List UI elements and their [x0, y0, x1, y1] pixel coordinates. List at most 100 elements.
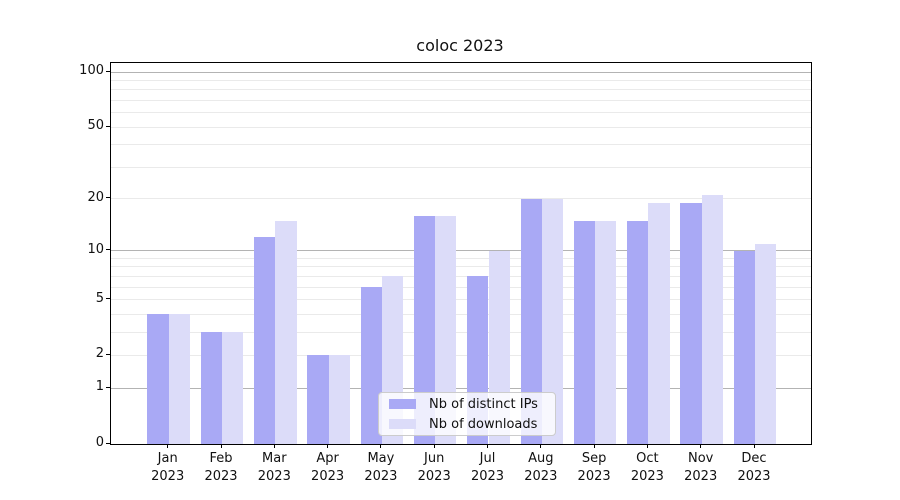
y-tick-label: 5: [95, 290, 104, 306]
bar-distinct-ips: [520, 198, 542, 444]
gridline-minor: [111, 266, 811, 268]
x-tick-mark: [433, 444, 435, 448]
y-tick-mark: [106, 249, 110, 251]
gridline-minor: [111, 126, 811, 128]
bar-distinct-ips: [733, 250, 755, 444]
bar-distinct-ips: [307, 355, 329, 444]
bar-distinct-ips: [147, 314, 169, 444]
gridline-minor: [111, 313, 811, 315]
gridline-major: [111, 250, 811, 252]
y-tick-mark: [106, 70, 110, 72]
x-tick-mark: [540, 444, 542, 448]
legend-label-distinct-ips: Nb of distinct IPs: [429, 396, 538, 412]
x-tick-year: 2023: [577, 469, 611, 484]
x-tick-label: Aug 2023: [509, 450, 573, 486]
x-tick-mark: [220, 444, 222, 448]
x-tick-year: 2023: [311, 469, 345, 484]
legend-label-downloads: Nb of downloads: [429, 416, 538, 432]
x-tick-label: Nov 2023: [669, 450, 733, 486]
bar-downloads: [275, 220, 297, 444]
gridline-minor: [111, 144, 811, 146]
x-tick-label: Dec 2023: [722, 450, 786, 486]
y-tick-mark: [106, 125, 110, 127]
y-tick-label: 10: [87, 241, 104, 257]
x-tick-mark: [273, 444, 275, 448]
x-tick-year: 2023: [737, 469, 771, 484]
x-tick-mark: [167, 444, 169, 448]
x-tick-mark: [593, 444, 595, 448]
x-tick-year: 2023: [630, 469, 664, 484]
gridline-minor: [111, 257, 811, 259]
x-tick-year: 2023: [470, 469, 505, 484]
x-tick-label: Jul 2023: [456, 450, 520, 486]
y-tick-label: 0: [95, 435, 104, 450]
y-tick-mark: [106, 353, 110, 355]
bar-distinct-ips: [254, 237, 276, 444]
gridline-major: [111, 387, 811, 389]
bar-downloads: [328, 355, 350, 444]
gridline-minor: [111, 79, 811, 81]
gridline-minor: [111, 299, 811, 301]
y-tick-label: 1: [95, 379, 104, 395]
x-tick-mark: [380, 444, 382, 448]
x-tick-label: Apr 2023: [296, 450, 360, 486]
bar-distinct-ips: [627, 220, 649, 444]
y-tick-label: 20: [87, 189, 104, 205]
x-tick-label: May 2023: [349, 450, 413, 486]
x-tick-year: 2023: [364, 469, 398, 484]
legend: Nb of distinct IPs Nb of downloads: [378, 392, 556, 436]
bar-downloads: [595, 220, 617, 444]
x-tick-label: Sep 2023: [562, 450, 626, 486]
x-tick-year: 2023: [151, 469, 185, 484]
x-tick-label: Oct 2023: [615, 450, 679, 486]
gridline-minor: [111, 286, 811, 288]
bar-distinct-ips: [680, 202, 702, 444]
bar-downloads: [755, 243, 777, 444]
bar-downloads: [168, 314, 190, 444]
bar-downloads: [701, 194, 723, 444]
y-tick-label: 50: [87, 118, 104, 134]
plot-area: [110, 62, 812, 445]
gridline-minor: [111, 275, 811, 277]
bar-downloads: [541, 198, 564, 444]
gridline-major: [111, 71, 811, 73]
y-tick-mark: [106, 386, 110, 388]
gridline-minor: [111, 112, 811, 114]
x-tick-year: 2023: [204, 469, 238, 484]
legend-item-downloads: Nb of downloads: [387, 417, 547, 432]
y-tick-mark: [106, 298, 110, 300]
bar-distinct-ips: [413, 215, 436, 444]
bar-downloads: [648, 202, 670, 444]
bar-distinct-ips: [360, 287, 382, 444]
chart-title: coloc 2023: [416, 36, 504, 55]
gridline-minor: [111, 198, 811, 200]
y-tick-mark: [106, 442, 110, 444]
x-tick-label: Mar 2023: [242, 450, 306, 486]
x-tick-mark: [327, 444, 329, 448]
legend-item-distinct-ips: Nb of distinct IPs: [387, 397, 547, 412]
bar-downloads: [435, 215, 457, 444]
x-tick-year: 2023: [524, 469, 558, 484]
x-tick-mark: [700, 444, 702, 448]
x-tick-mark: [753, 444, 755, 448]
x-tick-label: Jun 2023: [402, 450, 466, 486]
x-tick-mark: [487, 444, 488, 448]
x-tick-mark: [646, 444, 648, 448]
gridline-minor: [111, 89, 811, 91]
y-tick-mark: [106, 197, 110, 199]
x-tick-year: 2023: [417, 469, 451, 484]
gridline-minor: [111, 354, 811, 356]
x-tick-label: Jan 2023: [136, 450, 200, 486]
legend-swatch-downloads-icon: [389, 419, 416, 429]
x-tick-year: 2023: [684, 469, 718, 484]
gridline-minor: [111, 166, 811, 168]
legend-swatch-distinct-ips-icon: [389, 399, 416, 409]
bar-downloads: [222, 332, 244, 444]
bar-distinct-ips: [200, 332, 222, 444]
bar-distinct-ips: [573, 220, 596, 444]
y-tick-label: 100: [79, 63, 104, 79]
x-tick-label: Feb 2023: [189, 450, 253, 486]
gridline-minor: [111, 331, 811, 333]
y-tick-label: 2: [95, 346, 104, 362]
